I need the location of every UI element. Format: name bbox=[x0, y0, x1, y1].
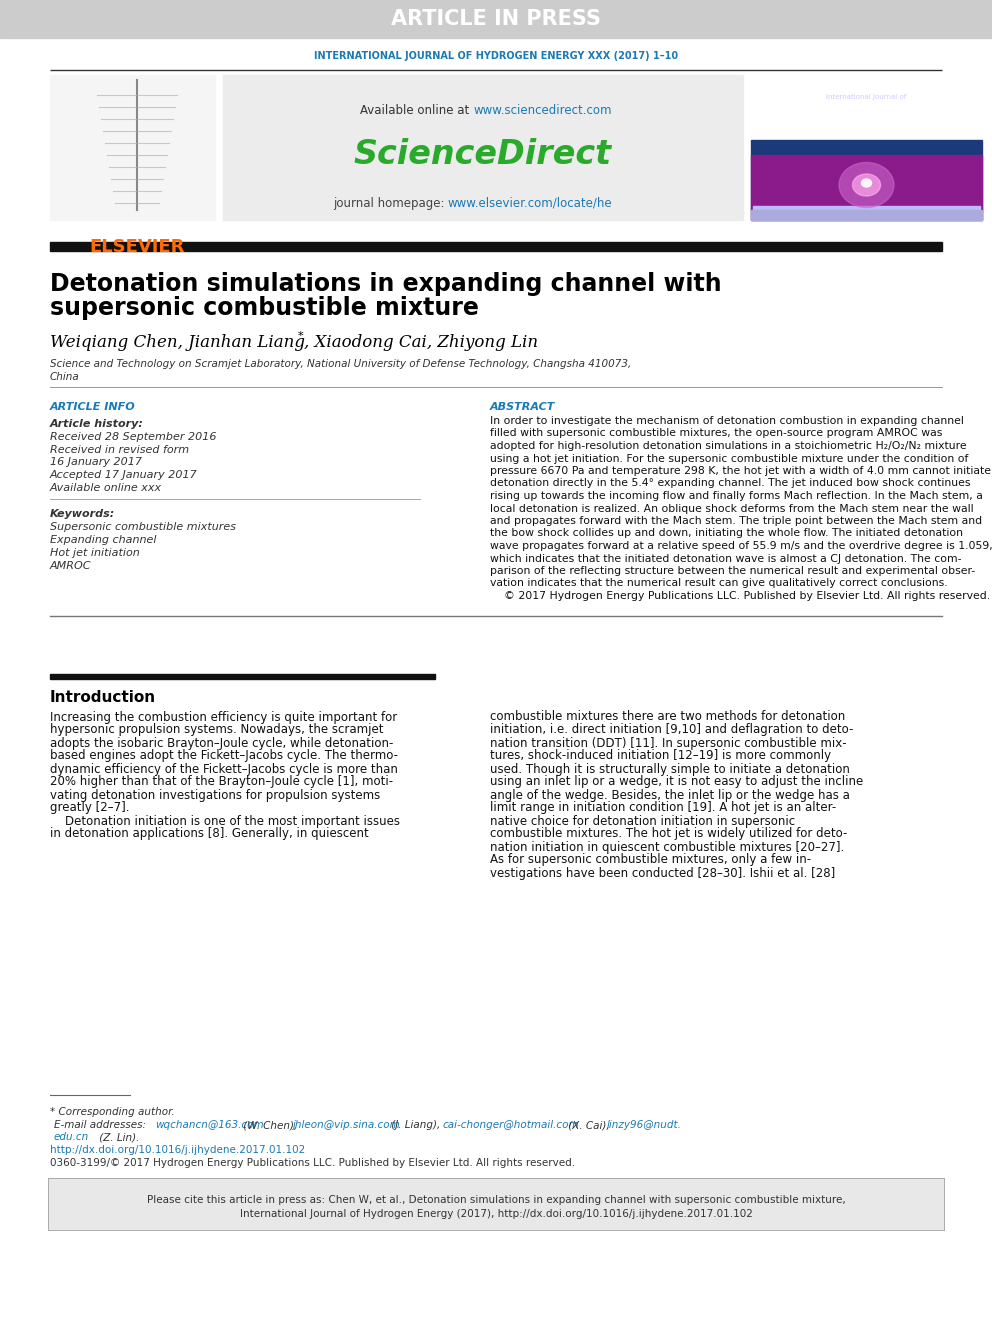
Text: Received in revised form: Received in revised form bbox=[50, 445, 189, 455]
Text: E-mail addresses:: E-mail addresses: bbox=[54, 1121, 149, 1130]
Text: Article history:: Article history: bbox=[50, 419, 144, 429]
Bar bbox=[751, 140, 982, 220]
Text: the bow shock collides up and down, initiating the whole flow. The initiated det: the bow shock collides up and down, init… bbox=[490, 528, 963, 538]
Text: In order to investigate the mechanism of detonation combustion in expanding chan: In order to investigate the mechanism of… bbox=[490, 415, 964, 426]
Text: Weiqiang Chen, Jianhan Liang: Weiqiang Chen, Jianhan Liang bbox=[50, 333, 305, 351]
Text: China: China bbox=[50, 372, 79, 382]
Bar bbox=[48, 1177, 944, 1230]
Text: Received 28 September 2016: Received 28 September 2016 bbox=[50, 433, 216, 442]
Text: INTERNATIONAL JOURNAL OF HYDROGEN ENERGY XXX (2017) 1–10: INTERNATIONAL JOURNAL OF HYDROGEN ENERGY… bbox=[313, 52, 679, 61]
Text: detonation directly in the 5.4° expanding channel. The jet induced bow shock con: detonation directly in the 5.4° expandin… bbox=[490, 479, 970, 488]
Ellipse shape bbox=[852, 175, 881, 196]
Bar bbox=[753, 206, 980, 212]
Text: (W. Chen),: (W. Chen), bbox=[240, 1121, 301, 1130]
Text: , Xiaodong Cai, Zhiyong Lin: , Xiaodong Cai, Zhiyong Lin bbox=[304, 333, 538, 351]
Text: (X. Cai),: (X. Cai), bbox=[565, 1121, 613, 1130]
Text: 20% higher than that of the Brayton–Joule cycle [1], moti-: 20% higher than that of the Brayton–Joul… bbox=[50, 775, 393, 789]
Ellipse shape bbox=[839, 163, 894, 208]
Text: adopted for high-resolution detonation simulations in a stoichiometric H₂/O₂/N₂ : adopted for high-resolution detonation s… bbox=[490, 441, 966, 451]
Text: *: * bbox=[298, 331, 304, 341]
Text: hypersonic propulsion systems. Nowadays, the scramjet: hypersonic propulsion systems. Nowadays,… bbox=[50, 724, 384, 737]
Text: Available online xxx: Available online xxx bbox=[50, 483, 162, 493]
Text: * Corresponding author.: * Corresponding author. bbox=[50, 1107, 175, 1117]
Text: using an inlet lip or a wedge, it is not easy to adjust the incline: using an inlet lip or a wedge, it is not… bbox=[490, 775, 863, 789]
Text: http://dx.doi.org/10.1016/j.ijhydene.2017.01.102: http://dx.doi.org/10.1016/j.ijhydene.201… bbox=[50, 1144, 306, 1155]
Text: Keywords:: Keywords: bbox=[50, 509, 115, 519]
Text: ABSTRACT: ABSTRACT bbox=[490, 402, 556, 411]
Bar bbox=[50, 242, 942, 251]
Text: Increasing the combustion efficiency is quite important for: Increasing the combustion efficiency is … bbox=[50, 710, 397, 724]
Text: Detonation simulations in expanding channel with: Detonation simulations in expanding chan… bbox=[50, 273, 721, 296]
Text: angle of the wedge. Besides, the inlet lip or the wedge has a: angle of the wedge. Besides, the inlet l… bbox=[490, 789, 850, 802]
Text: used. Though it is structurally simple to initiate a detonation: used. Though it is structurally simple t… bbox=[490, 762, 850, 775]
Text: in detonation applications [8]. Generally, in quiescent: in detonation applications [8]. Generall… bbox=[50, 827, 369, 840]
Text: International Journal of: International Journal of bbox=[826, 94, 907, 101]
Text: rising up towards the incoming flow and finally forms Mach reflection. In the Ma: rising up towards the incoming flow and … bbox=[490, 491, 983, 501]
Text: vating detonation investigations for propulsion systems: vating detonation investigations for pro… bbox=[50, 789, 380, 802]
Bar bbox=[50, 673, 435, 679]
Text: filled with supersonic combustible mixtures, the open-source program AMROC was: filled with supersonic combustible mixtu… bbox=[490, 429, 942, 438]
Text: edu.cn: edu.cn bbox=[54, 1132, 89, 1142]
Ellipse shape bbox=[861, 179, 872, 187]
Text: 16 January 2017: 16 January 2017 bbox=[50, 456, 142, 467]
Text: limit range in initiation condition [19]. A hot jet is an alter-: limit range in initiation condition [19]… bbox=[490, 802, 836, 815]
Text: parison of the reflecting structure between the numerical result and experimenta: parison of the reflecting structure betw… bbox=[490, 566, 975, 576]
Text: initiation, i.e. direct initiation [9,10] and deflagration to deto-: initiation, i.e. direct initiation [9,10… bbox=[490, 724, 853, 737]
Text: Detonation initiation is one of the most important issues: Detonation initiation is one of the most… bbox=[50, 815, 400, 827]
Text: which indicates that the initiated detonation wave is almost a CJ detonation. Th: which indicates that the initiated deton… bbox=[490, 553, 961, 564]
Text: International Journal of Hydrogen Energy (2017), http://dx.doi.org/10.1016/j.ijh: International Journal of Hydrogen Energy… bbox=[239, 1209, 753, 1218]
Text: jhleon@vip.sina.com: jhleon@vip.sina.com bbox=[292, 1121, 400, 1130]
Text: native choice for detonation initiation in supersonic: native choice for detonation initiation … bbox=[490, 815, 796, 827]
Text: adopts the isobaric Brayton–Joule cycle, while detonation-: adopts the isobaric Brayton–Joule cycle,… bbox=[50, 737, 394, 750]
Text: Expanding channel: Expanding channel bbox=[50, 534, 157, 545]
Text: Supersonic combustible mixtures: Supersonic combustible mixtures bbox=[50, 523, 236, 532]
Text: Hot jet initiation: Hot jet initiation bbox=[50, 548, 140, 558]
Bar bbox=[751, 210, 982, 220]
Text: AMROC: AMROC bbox=[50, 561, 91, 572]
Text: nation initiation in quiescent combustible mixtures [20–27].: nation initiation in quiescent combustib… bbox=[490, 840, 844, 853]
Bar bbox=[751, 212, 982, 220]
Text: Science and Technology on Scramjet Laboratory, National University of Defense Te: Science and Technology on Scramjet Labor… bbox=[50, 359, 631, 369]
Text: Please cite this article in press as: Chen W, et al., Detonation simulations in : Please cite this article in press as: Ch… bbox=[147, 1195, 845, 1205]
Text: (Z. Lin).: (Z. Lin). bbox=[96, 1132, 139, 1142]
Text: combustible mixtures. The hot jet is widely utilized for deto-: combustible mixtures. The hot jet is wid… bbox=[490, 827, 847, 840]
Text: ScienceDirect: ScienceDirect bbox=[354, 139, 612, 172]
Text: dynamic efficiency of the Fickett–Jacobs cycle is more than: dynamic efficiency of the Fickett–Jacobs… bbox=[50, 762, 398, 775]
Bar bbox=[0, 0, 992, 38]
Text: Introduction: Introduction bbox=[50, 691, 156, 705]
Text: vation indicates that the numerical result can give qualitatively correct conclu: vation indicates that the numerical resu… bbox=[490, 578, 947, 589]
Text: (J. Liang),: (J. Liang), bbox=[388, 1121, 443, 1130]
Text: vestigations have been conducted [28–30]. Ishii et al. [28]: vestigations have been conducted [28–30]… bbox=[490, 867, 835, 880]
Text: HYDROGEN: HYDROGEN bbox=[822, 106, 911, 120]
Text: based engines adopt the Fickett–Jacobs cycle. The thermo-: based engines adopt the Fickett–Jacobs c… bbox=[50, 750, 398, 762]
Text: Accepted 17 January 2017: Accepted 17 January 2017 bbox=[50, 470, 197, 480]
Text: ENERGY: ENERGY bbox=[835, 120, 898, 134]
Text: pressure 6670 Pa and temperature 298 K, the hot jet with a width of 4.0 mm canno: pressure 6670 Pa and temperature 298 K, … bbox=[490, 466, 991, 476]
Text: combustible mixtures there are two methods for detonation: combustible mixtures there are two metho… bbox=[490, 710, 845, 724]
Text: and propagates forward with the Mach stem. The triple point between the Mach ste: and propagates forward with the Mach ste… bbox=[490, 516, 982, 527]
Text: wave propagates forward at a relative speed of 55.9 m/s and the overdrive degree: wave propagates forward at a relative sp… bbox=[490, 541, 992, 550]
Text: tures, shock-induced initiation [12–19] is more commonly: tures, shock-induced initiation [12–19] … bbox=[490, 750, 831, 762]
Text: www.sciencedirect.com: www.sciencedirect.com bbox=[473, 103, 611, 116]
Text: ARTICLE INFO: ARTICLE INFO bbox=[50, 402, 136, 411]
Bar bbox=[751, 155, 982, 220]
Text: local detonation is realized. An oblique shock deforms from the Mach stem near t: local detonation is realized. An oblique… bbox=[490, 504, 973, 513]
Text: ELSEVIER: ELSEVIER bbox=[89, 238, 185, 255]
Text: www.elsevier.com/locate/he: www.elsevier.com/locate/he bbox=[448, 197, 613, 209]
Text: © 2017 Hydrogen Energy Publications LLC. Published by Elsevier Ltd. All rights r: © 2017 Hydrogen Energy Publications LLC.… bbox=[490, 591, 990, 601]
Text: using a hot jet initiation. For the supersonic combustible mixture under the con: using a hot jet initiation. For the supe… bbox=[490, 454, 968, 463]
Text: As for supersonic combustible mixtures, only a few in-: As for supersonic combustible mixtures, … bbox=[490, 853, 811, 867]
Bar bbox=[223, 75, 743, 220]
Text: Available online at: Available online at bbox=[360, 103, 473, 116]
Text: linzy96@nudt.: linzy96@nudt. bbox=[607, 1121, 682, 1130]
Text: supersonic combustible mixture: supersonic combustible mixture bbox=[50, 296, 479, 320]
Text: ARTICLE IN PRESS: ARTICLE IN PRESS bbox=[391, 9, 601, 29]
Text: cai-chonger@hotmail.com: cai-chonger@hotmail.com bbox=[443, 1121, 579, 1130]
Text: journal homepage:: journal homepage: bbox=[332, 197, 448, 209]
Text: 0360-3199/© 2017 Hydrogen Energy Publications LLC. Published by Elsevier Ltd. Al: 0360-3199/© 2017 Hydrogen Energy Publica… bbox=[50, 1158, 575, 1168]
Text: wqchancn@163.com: wqchancn@163.com bbox=[155, 1121, 264, 1130]
Text: nation transition (DDT) [11]. In supersonic combustible mix-: nation transition (DDT) [11]. In superso… bbox=[490, 737, 846, 750]
Text: greatly [2–7].: greatly [2–7]. bbox=[50, 802, 130, 815]
Bar bbox=[50, 75, 215, 220]
